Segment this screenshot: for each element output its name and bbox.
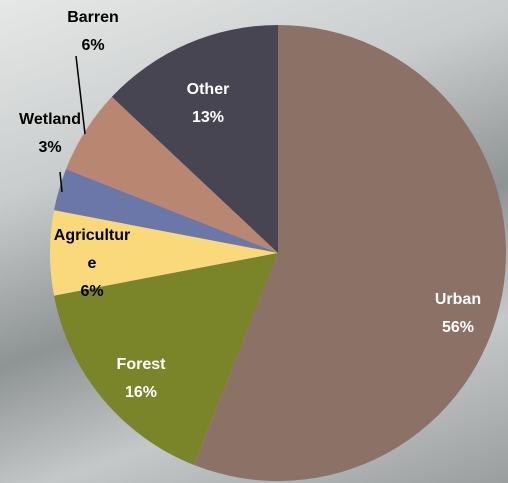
slice-value: 6%: [48, 32, 138, 60]
slice-name: Urban: [413, 286, 503, 314]
slice-value: 16%: [96, 379, 186, 407]
slice-name: Barren: [48, 4, 138, 32]
slice-name: Agriculture: [52, 222, 132, 278]
chart: Urban56%Forest16%Agriculture6%Wetland3%B…: [0, 0, 508, 483]
slice-name: Other: [163, 76, 253, 104]
slice-value: 6%: [52, 278, 132, 306]
slice-name: Wetland: [5, 106, 95, 134]
slice-value: 56%: [413, 314, 503, 342]
slice-value: 3%: [5, 134, 95, 162]
slice-value: 13%: [163, 104, 253, 132]
slice-name: Forest: [96, 351, 186, 379]
